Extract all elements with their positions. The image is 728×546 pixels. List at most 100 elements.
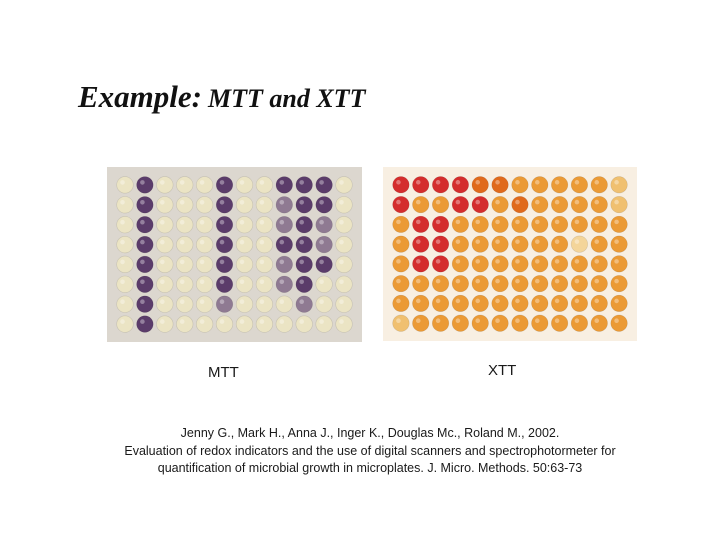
well-highlight	[495, 298, 500, 304]
plate-well	[176, 295, 194, 313]
plate-well	[176, 235, 194, 254]
well-highlight	[179, 239, 185, 245]
well-highlight	[594, 219, 600, 225]
plate-well	[156, 196, 174, 214]
well-highlight	[554, 199, 560, 205]
plate-well	[511, 314, 529, 332]
plate-well	[315, 235, 333, 254]
well-highlight	[199, 180, 205, 185]
plate-well	[412, 196, 430, 214]
plate-well	[335, 275, 353, 293]
plate-well	[275, 275, 293, 293]
plate-well	[195, 216, 214, 234]
plate-well	[531, 294, 549, 312]
plate-well	[511, 255, 529, 273]
well-highlight	[279, 219, 285, 225]
plate-well	[335, 216, 353, 234]
plate-well	[176, 255, 194, 273]
plate-well	[156, 295, 174, 313]
plate-well	[432, 176, 450, 194]
well-highlight	[554, 259, 560, 264]
well-highlight	[120, 279, 125, 285]
plate-well	[491, 196, 509, 214]
well-highlight	[120, 319, 125, 324]
plate-well	[215, 255, 234, 273]
title-lead: Example:	[78, 79, 202, 114]
well-highlight	[319, 219, 324, 225]
well-highlight	[279, 259, 285, 265]
plate-well	[215, 315, 234, 333]
well-highlight	[179, 299, 185, 304]
plate-well	[412, 215, 430, 233]
plate-well	[610, 294, 628, 312]
well-highlight	[160, 200, 165, 205]
well-highlight	[415, 199, 421, 205]
plate-well	[335, 315, 353, 333]
well-highlight	[396, 259, 401, 264]
plate-well	[392, 255, 410, 273]
plate-well	[590, 176, 608, 194]
plate-well	[235, 216, 254, 234]
plate-well	[156, 255, 174, 273]
well-highlight	[594, 298, 600, 304]
plate-well	[156, 216, 174, 234]
plate-well	[176, 176, 194, 194]
well-highlight	[339, 180, 344, 185]
plate-well	[195, 315, 214, 333]
plate-well	[215, 196, 234, 214]
well-highlight	[455, 239, 461, 244]
plate-well	[215, 176, 234, 194]
plate-well	[610, 255, 628, 273]
plate-well	[392, 235, 410, 253]
plate-well	[610, 314, 628, 332]
well-highlight	[455, 318, 461, 324]
well-highlight	[279, 239, 285, 245]
plate-well	[511, 215, 529, 233]
well-highlight	[299, 200, 304, 205]
plate-well	[412, 314, 430, 332]
well-highlight	[495, 219, 500, 225]
well-highlight	[339, 239, 344, 245]
well-highlight	[574, 278, 580, 284]
well-highlight	[120, 239, 125, 245]
plate-well	[255, 196, 273, 214]
plate-well	[295, 275, 313, 293]
well-highlight	[120, 299, 125, 304]
plate-well	[491, 255, 509, 273]
plate-well	[412, 255, 430, 273]
plate-well	[491, 215, 509, 233]
plate-well	[551, 235, 569, 253]
plate-well	[451, 176, 469, 194]
well-highlight	[396, 239, 401, 244]
citation-line-3: quantification of microbial growth in mi…	[157, 461, 583, 475]
well-highlight	[475, 219, 481, 225]
well-highlight	[339, 200, 344, 205]
well-highlight	[574, 239, 580, 244]
well-highlight	[279, 279, 285, 285]
well-highlight	[259, 259, 265, 265]
plate-well	[610, 275, 628, 293]
plate-well	[570, 294, 588, 312]
plate-well	[392, 294, 410, 312]
plate-well	[136, 216, 154, 234]
plate-well	[215, 235, 234, 254]
well-highlight	[319, 200, 324, 205]
well-highlight	[339, 279, 344, 285]
plate-well	[451, 294, 469, 312]
plate-well	[451, 215, 469, 233]
plate-well	[255, 295, 273, 313]
well-highlight	[415, 180, 421, 185]
plate-well	[491, 235, 509, 253]
well-highlight	[475, 298, 481, 304]
plate-well	[156, 235, 174, 254]
well-highlight	[279, 200, 285, 205]
well-highlight	[554, 278, 560, 284]
well-highlight	[594, 199, 600, 205]
well-highlight	[435, 180, 441, 185]
plate-well	[275, 176, 293, 194]
plate-well	[551, 255, 569, 273]
plate-well	[315, 196, 333, 214]
well-highlight	[179, 180, 185, 185]
well-highlight	[259, 180, 265, 185]
title-rest: MTT and XTT	[208, 84, 366, 113]
